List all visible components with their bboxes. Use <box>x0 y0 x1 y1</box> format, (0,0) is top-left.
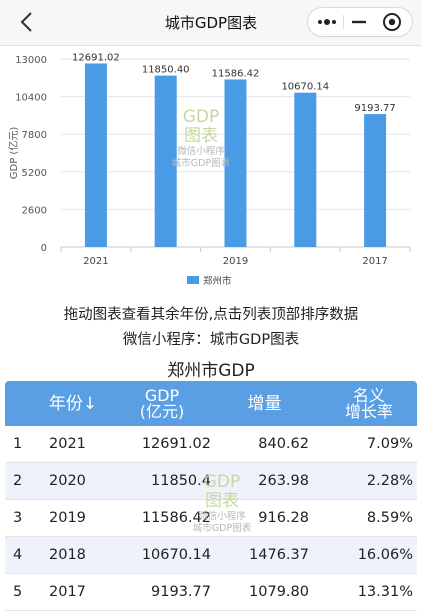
more-dots-icon <box>318 19 336 25</box>
row-year: 2018 <box>49 547 86 563</box>
table-row[interactable]: 3 2019 11586.42 916.28 8.59% <box>5 500 417 537</box>
y-tick-label: 0 <box>41 243 47 254</box>
row-index: 1 <box>13 436 23 452</box>
row-year: 2017 <box>49 584 86 600</box>
bar <box>364 114 387 247</box>
row-index: 3 <box>13 510 23 526</box>
row-gdp: 12691.02 <box>141 436 211 452</box>
row-increase: 1079.80 <box>249 584 309 600</box>
minimize-icon <box>352 20 366 24</box>
chart-canvas[interactable]: 0 2600 5200 7800 10400 13000 GDP (亿元) 12691.02 2… <box>0 46 422 294</box>
row-rate: 16.06% <box>357 547 413 563</box>
row-gdp: 9193.77 <box>151 584 211 600</box>
row-year: 2020 <box>49 473 86 489</box>
table-row[interactable]: 4 2018 10670.14 1476.37 16.06% <box>5 537 417 574</box>
x-tick-label: 2019 <box>223 256 248 267</box>
row-increase: 840.62 <box>258 436 309 452</box>
row-increase: 916.28 <box>258 510 309 526</box>
sort-by-gdp-header[interactable]: GDP (亿元) <box>117 381 207 426</box>
table-header: 年份↓ GDP (亿元) 增量 名义 增长率 <box>5 381 417 426</box>
header-label: (亿元) <box>139 401 185 421</box>
gdp-bar-chart[interactable]: 0 2600 5200 7800 10400 13000 GDP (亿元) 12691.02 2… <box>0 46 422 294</box>
y-tick-label: 2600 <box>22 205 47 216</box>
legend-swatch <box>187 276 199 284</box>
row-year: 2019 <box>49 510 86 526</box>
bar-value-label: 12691.02 <box>72 52 120 63</box>
row-rate: 13.31% <box>357 584 413 600</box>
row-index: 4 <box>13 547 23 563</box>
minimize-button[interactable] <box>344 8 384 36</box>
mini-program-capsule <box>307 7 413 37</box>
sort-by-increase-header[interactable]: 增量 <box>247 393 282 414</box>
table-title: 郑州市GDP <box>167 361 255 381</box>
capsule-divider <box>343 15 344 29</box>
back-button[interactable] <box>14 9 40 35</box>
x-tick-label: 2021 <box>83 256 108 267</box>
x-tick-label: 2017 <box>362 256 387 267</box>
bar <box>84 63 107 248</box>
record-close-icon <box>383 13 401 31</box>
bar <box>294 92 317 247</box>
y-tick-label: 13000 <box>15 55 47 66</box>
y-axis-label: GDP (亿元) <box>7 127 20 180</box>
row-gdp: 11586.42 <box>141 510 211 526</box>
bar-value-label: 10670.14 <box>281 82 329 93</box>
usage-hint: 拖动图表查看其余年份,点击列表顶部排序数据 <box>63 307 359 323</box>
bar-value-label: 9193.77 <box>354 103 395 114</box>
row-rate: 2.28% <box>366 473 413 489</box>
sort-by-year-header[interactable]: 年份↓ <box>48 393 98 414</box>
chevron-left-icon <box>20 12 32 32</box>
sort-by-rate-header[interactable]: 名义 增长率 <box>323 381 415 426</box>
row-rate: 8.59% <box>366 510 413 526</box>
table-row[interactable]: 1 2021 12691.02 840.62 7.09% <box>5 426 417 463</box>
row-gdp: 11850.4 <box>151 473 211 489</box>
y-tick-label: 10400 <box>15 93 47 104</box>
bar <box>154 75 177 247</box>
close-button[interactable] <box>374 8 414 36</box>
y-tick-label: 5200 <box>22 168 47 179</box>
bar-value-label: 11586.42 <box>212 68 260 79</box>
bar <box>224 79 247 248</box>
row-index: 5 <box>13 584 23 600</box>
table-row[interactable]: 5 2017 9193.77 1079.80 13.31% <box>5 574 417 611</box>
gdp-table: 年份↓ GDP (亿元) 增量 名义 增长率 1 2021 12691.02 8… <box>5 381 417 611</box>
legend-label: 郑州市 <box>203 275 232 287</box>
header-label: 增长率 <box>344 401 393 421</box>
row-rate: 7.09% <box>366 436 413 452</box>
row-increase: 1476.37 <box>249 547 309 563</box>
more-button[interactable] <box>312 8 352 36</box>
y-tick-label: 7800 <box>22 130 47 141</box>
row-index: 2 <box>13 473 23 489</box>
row-year: 2021 <box>49 436 86 452</box>
top-navigation-bar: 城市GDP图表 <box>0 0 422 46</box>
row-increase: 263.98 <box>258 473 309 489</box>
table-row[interactable]: 2 2020 11850.4 263.98 2.28% <box>5 463 417 500</box>
bar-value-label: 11850.40 <box>142 65 190 76</box>
header-label: GDP <box>144 385 180 405</box>
mini-program-hint: 微信小程序：城市GDP图表 <box>122 332 300 348</box>
row-gdp: 10670.14 <box>141 547 211 563</box>
header-label: 名义 <box>352 385 385 405</box>
